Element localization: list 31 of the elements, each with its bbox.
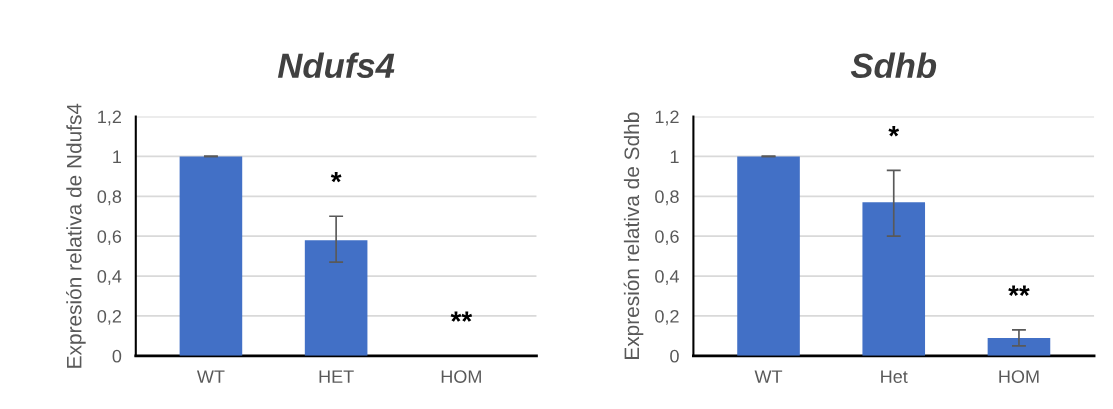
x-tick-label: WT (196, 370, 225, 383)
y-tick-label: 1,2 (655, 110, 679, 126)
y-tick-label: 0,6 (655, 230, 679, 246)
y-tick-label: 0,2 (655, 309, 679, 325)
x-tick-label: HET (319, 370, 354, 383)
y-tick-label: 0,8 (655, 190, 679, 206)
chart-title: Sdhb (850, 52, 937, 79)
x-tick-label: WT (754, 370, 783, 383)
y-axis-title: Expresión relativa de Ndufs4 (66, 103, 86, 368)
annotation: ** (1008, 285, 1030, 296)
y-tick-label: 0 (112, 349, 122, 363)
x-tick-label: HOM (999, 370, 1039, 383)
bar (737, 156, 800, 356)
bar (862, 202, 926, 356)
y-tick-label: 0,6 (97, 230, 122, 246)
annotation: * (888, 126, 900, 137)
x-tick-label: Het (881, 370, 908, 383)
y-tick-label: 1 (670, 150, 679, 163)
chart-title: Ndufs4 (277, 52, 395, 79)
annotation: ** (450, 311, 473, 322)
y-tick-label: 0 (670, 349, 679, 363)
y-tick-label: 1 (113, 150, 122, 163)
y-axis-title: Expresión relativa de Sdhb (623, 112, 644, 359)
bar (987, 337, 1051, 356)
y-tick-label: 0,8 (97, 190, 122, 206)
y-tick-label: 0,2 (97, 309, 121, 325)
x-tick-label: HOM (441, 370, 481, 383)
y-tick-label: 1,2 (98, 110, 121, 126)
y-tick-label: 0,4 (97, 270, 122, 285)
annotation: * (330, 171, 342, 183)
y-tick-label: 0,4 (655, 270, 679, 285)
